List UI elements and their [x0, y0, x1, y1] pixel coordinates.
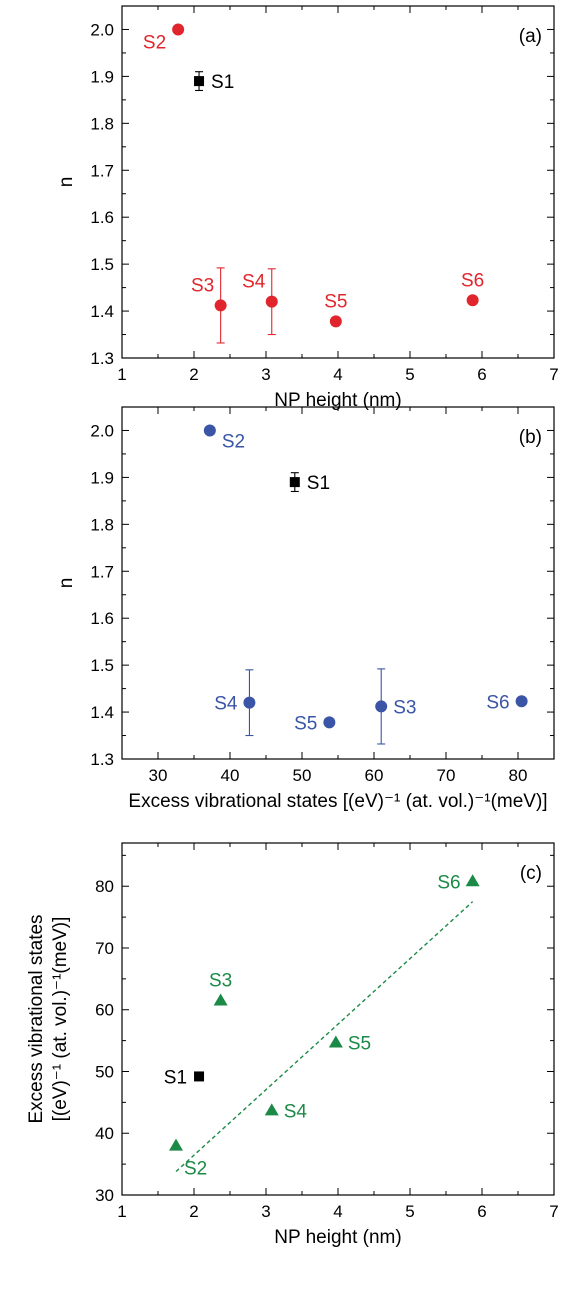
- y-tick-label: 1.3: [90, 750, 114, 769]
- point-label-s3: S3: [191, 275, 214, 296]
- y-tick-label: 2.0: [90, 20, 114, 39]
- plot-frame: [121, 842, 555, 1196]
- y-tick-label: 60: [95, 1001, 114, 1020]
- x-tick-label: 50: [293, 766, 312, 785]
- point-label-s3: S3: [393, 697, 416, 718]
- data-point-s4: [264, 1103, 279, 1116]
- data-point-s5: [323, 716, 336, 729]
- y-axis-label-line1: Excess vibrational states: [26, 914, 47, 1123]
- y-tick-label: 1.3: [90, 349, 114, 368]
- y-tick-label: 1.4: [90, 703, 114, 722]
- y-tick-label: 40: [95, 1124, 114, 1143]
- point-label-s2: S2: [143, 32, 166, 53]
- x-tick-label: 6: [477, 1202, 486, 1221]
- point-label-s5: S5: [294, 713, 317, 734]
- point-label-s5: S5: [324, 291, 347, 312]
- x-tick-label: 1: [117, 365, 126, 384]
- y-tick-label: 1.8: [90, 114, 114, 133]
- x-tick-label: 6: [477, 365, 486, 384]
- point-label-s3: S3: [209, 970, 232, 991]
- y-tick-label: 2.0: [90, 421, 114, 440]
- x-axis-label: NP height (nm): [274, 1227, 401, 1248]
- x-tick-label: 2: [189, 365, 198, 384]
- point-label-s6: S6: [437, 872, 460, 893]
- data-point-s1: [194, 1071, 205, 1082]
- x-tick-label: 60: [365, 766, 384, 785]
- point-label-s2: S2: [222, 431, 245, 452]
- data-point-s2: [169, 1138, 183, 1151]
- x-tick-label: 7: [549, 365, 558, 384]
- point-label-s1: S1: [307, 473, 330, 494]
- y-tick-label: 1.8: [90, 515, 114, 534]
- x-tick-label: 30: [149, 766, 168, 785]
- y-axis-label: n: [56, 578, 77, 589]
- data-point-s2: [172, 23, 185, 36]
- point-label-s6: S6: [461, 270, 484, 291]
- panel-b: 30 40 50 60 70 80 1.3 1.4 1.5 1.6 1.7 1.8 1.9 2.0 Exce…: [56, 406, 555, 812]
- y-tick-label: 70: [95, 939, 114, 958]
- y-tick-label: 80: [95, 877, 114, 896]
- panel-label: (c): [520, 863, 542, 884]
- x-tick-label: 1: [117, 1202, 126, 1221]
- y-tick-label: 1.5: [90, 656, 114, 675]
- point-label-s2: S2: [184, 1159, 207, 1180]
- x-tick-label: 70: [437, 766, 456, 785]
- data-point-s1: [289, 477, 300, 488]
- point-label-s1: S1: [164, 1067, 187, 1088]
- data-point-s3: [214, 299, 227, 312]
- data-point-s6: [465, 874, 480, 887]
- point-label-s4: S4: [214, 694, 238, 715]
- x-tick-label: 3: [261, 1202, 270, 1221]
- data-point-s6: [466, 294, 479, 307]
- x-tick-label: 4: [333, 1202, 342, 1221]
- x-tick-label: 4: [333, 365, 342, 384]
- data-point-s3: [213, 993, 228, 1006]
- fit-line: [175, 901, 474, 1173]
- x-tick-label: 7: [549, 1202, 558, 1221]
- data-point-s6: [515, 695, 528, 708]
- data-point-s5: [329, 315, 342, 328]
- y-axis-label: n: [56, 177, 77, 188]
- y-tick-label: 1.7: [90, 161, 114, 180]
- point-label-s1: S1: [211, 72, 234, 93]
- point-label-s4: S4: [284, 1101, 308, 1122]
- y-tick-label: 1.9: [90, 67, 114, 86]
- point-label-s5: S5: [348, 1033, 371, 1054]
- data-point-s4: [243, 696, 256, 709]
- y-tick-label: 1.6: [90, 208, 114, 227]
- point-label-s4: S4: [242, 272, 266, 293]
- x-tick-label: 3: [261, 365, 270, 384]
- point-label-s6: S6: [486, 692, 509, 713]
- panel-c: 1 2 3 4 5 6 7 30 40 50 60 70 80 NP height (nm) Excess …: [26, 842, 559, 1248]
- x-tick-label: 2: [189, 1202, 198, 1221]
- panel-label: (b): [519, 427, 542, 448]
- y-tick-label: 1.9: [90, 468, 114, 487]
- data-point-s3: [375, 700, 388, 713]
- data-point-s5: [328, 1035, 343, 1048]
- data-point-s1: [194, 76, 205, 87]
- y-tick-label: 1.5: [90, 255, 114, 274]
- y-tick-label: 50: [95, 1062, 114, 1081]
- data-point-s4: [265, 295, 278, 308]
- x-axis-label: Excess vibrational states [(eV)⁻¹ (at. v…: [128, 791, 547, 812]
- panel-label: (a): [519, 26, 542, 47]
- x-tick-label: 40: [221, 766, 240, 785]
- x-tick-label: 5: [405, 1202, 414, 1221]
- y-tick-label: 30: [95, 1186, 114, 1205]
- x-axis-label: NP height (nm): [274, 390, 401, 411]
- x-tick-label: 80: [509, 766, 528, 785]
- y-axis-label-line2: [(eV)⁻¹ (at. vol.)⁻¹(meV)]: [50, 917, 71, 1122]
- y-tick-label: 1.4: [90, 302, 114, 321]
- y-tick-label: 1.6: [90, 609, 114, 628]
- y-tick-label: 1.7: [90, 562, 114, 581]
- data-point-s2: [203, 424, 216, 437]
- panel-a: 1 2 3 4 5 6 7 1.3 1.4 1.5 1.6 1.7 1.8 1.9 2.0 NP height…: [56, 5, 559, 411]
- x-tick-label: 5: [405, 365, 414, 384]
